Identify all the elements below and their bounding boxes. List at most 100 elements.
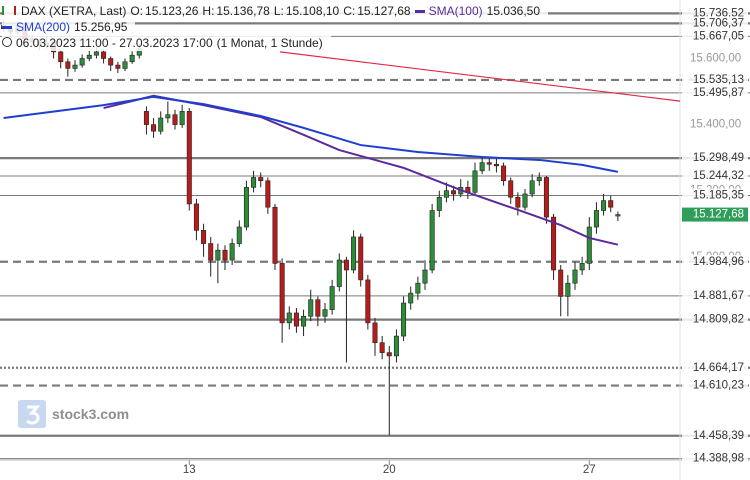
candle-body <box>229 243 235 261</box>
candle-body <box>572 269 578 284</box>
candle-body <box>193 203 199 231</box>
level-label: 15.298,49 <box>693 152 744 164</box>
candle-body <box>301 315 307 327</box>
ohlc-value: 15.108,10 <box>285 4 340 18</box>
level-label: 15.706,37 <box>693 17 744 29</box>
level-label: 15.736,52 <box>693 7 744 19</box>
legend-icon <box>2 6 16 15</box>
level-label: 14.388,98 <box>693 453 744 465</box>
candle-body <box>493 163 499 167</box>
level-label: 14.458,39 <box>693 430 744 442</box>
level-label: 15.185,35 <box>693 190 744 202</box>
candle-body <box>258 177 264 182</box>
logo <box>18 400 46 428</box>
ohlc-value: 15.123,26 <box>145 4 199 18</box>
candle-body <box>358 236 364 281</box>
legend-name: SMA(100) <box>428 4 483 18</box>
level-label: 14.610,23 <box>693 380 744 392</box>
level-label: 14.881,67 <box>693 290 744 302</box>
candle-body <box>215 249 221 261</box>
level-label-box <box>682 451 748 466</box>
x-tick-label: 27 <box>583 464 596 476</box>
candle-body <box>408 292 414 304</box>
level-label-box <box>682 16 748 31</box>
ohlc-value: 15.127,68 <box>357 4 411 18</box>
legend-title: DAX (XETRA, Last) <box>21 4 127 18</box>
watermark-text: stock3.com <box>52 406 130 422</box>
candle-body <box>508 180 514 198</box>
candle-body <box>415 282 421 294</box>
candle-body <box>472 170 478 193</box>
candle-body <box>322 309 328 317</box>
level-label: 14.664,17 <box>693 362 744 374</box>
candle-body <box>179 111 185 125</box>
candle-body <box>201 230 207 244</box>
candle-body <box>558 269 564 297</box>
candle-body <box>393 335 399 357</box>
level-label-box <box>682 29 748 44</box>
candle-body <box>143 111 149 125</box>
trendline <box>279 51 681 102</box>
ohlc-name: C: <box>343 4 356 18</box>
candle-body <box>65 61 71 69</box>
candle-body <box>515 196 521 208</box>
level-label-box <box>682 85 748 100</box>
candle-body <box>436 196 442 211</box>
candle-body <box>108 58 114 66</box>
legend-row-inner: SMA(200) 15.256,95 <box>2 19 136 35</box>
candle-body <box>86 54 92 59</box>
candle-body <box>608 200 614 208</box>
candle-body <box>593 210 599 228</box>
ohlc-name: O: <box>130 4 144 18</box>
candle-body <box>79 58 85 66</box>
candle-body <box>336 259 342 287</box>
legend-name: SMA(200) <box>16 20 71 34</box>
candle-body <box>615 214 621 217</box>
date-range: 06.03.2023 11:00 - 27.03.2023 17:00 <box>16 36 213 50</box>
candle-body <box>272 206 278 264</box>
level-label: 15.535,13 <box>693 74 744 86</box>
candle-body <box>72 64 78 69</box>
level-label-box <box>682 151 748 166</box>
candle-body <box>93 51 99 56</box>
candle-body <box>501 165 507 182</box>
level-label: 15.244,32 <box>693 170 744 182</box>
candle-body <box>586 226 592 264</box>
legend-swatch <box>2 26 12 30</box>
level-label-box <box>682 72 748 87</box>
level-label-box <box>682 188 748 203</box>
candle-body <box>372 322 378 343</box>
level-label-box <box>682 428 748 443</box>
legend-row: 06.03.2023 11:00 - 27.03.2023 17:00 (1 Mo… <box>2 35 548 51</box>
candle-body <box>265 180 271 208</box>
candle-body <box>186 111 192 205</box>
candle-body <box>565 282 571 297</box>
candle-body <box>158 117 164 132</box>
level-label: 15.127,68 <box>693 209 744 221</box>
candle-body <box>251 177 257 188</box>
candle-body <box>115 64 121 69</box>
legend-row-inner: 06.03.2023 11:00 - 27.03.2023 17:00 (1 Mo… <box>2 35 331 51</box>
candle-body <box>451 190 457 195</box>
candle-body <box>236 226 242 244</box>
candle-body <box>522 193 528 208</box>
candle-body <box>343 259 349 271</box>
legend-swatch <box>414 10 425 14</box>
ohlc-value: 15.136,78 <box>216 4 270 18</box>
level-label-box <box>682 360 748 375</box>
legend-row: DAX (XETRA, Last) O: 15.123,26 H: 15.136,78 L… <box>2 3 549 19</box>
watermark: stock3.com <box>18 400 129 428</box>
legend-row-inner: DAX (XETRA, Last) O: 15.123,26 H: 15.136,78 L… <box>2 3 549 19</box>
candle-body <box>58 51 64 63</box>
candle-body <box>443 190 449 198</box>
candle-body <box>308 299 314 317</box>
candle-body <box>329 286 335 310</box>
candle-body <box>122 61 128 69</box>
period: (1 Monat, 1 Stunde) <box>216 36 323 50</box>
candle-body <box>429 210 435 271</box>
level-label-box <box>682 169 748 184</box>
level-label-box <box>682 378 748 393</box>
candle-body <box>101 51 107 59</box>
y-tick-label: 15.400,00 <box>690 119 741 131</box>
